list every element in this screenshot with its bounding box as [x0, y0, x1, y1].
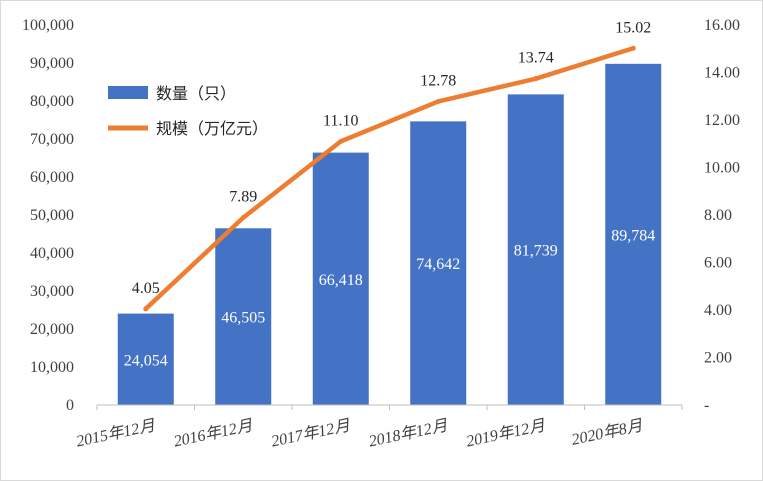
y-left-tick-label: 100,000: [22, 17, 74, 34]
y-left-tick-label: 30,000: [30, 283, 74, 300]
y-right-tick-label: -: [704, 397, 709, 414]
line-point: [435, 98, 441, 104]
bar: [312, 152, 369, 405]
bar: [507, 94, 564, 406]
line-point: [630, 45, 636, 51]
line-point: [143, 306, 149, 312]
line-point: [240, 215, 246, 221]
bar: [605, 63, 662, 405]
y-left-tick-label: 20,000: [30, 321, 74, 338]
line-value-label: 13.74: [518, 50, 554, 67]
bar-value-label: 24,054: [124, 352, 168, 369]
y-left-tick-label: 10,000: [30, 359, 74, 376]
line-value-label: 7.89: [229, 189, 257, 206]
y-right-tick-label: 8.00: [704, 207, 732, 224]
y-left-tick-label: 90,000: [30, 55, 74, 72]
legend-label-bar: 数量（只）: [156, 84, 236, 103]
legend: 数量（只） 规模（万亿元）: [108, 84, 268, 138]
y-right-ticks-layer: - 2.00 4.00 6.00 8.00 10.00 12.00 14.00 16.00: [704, 17, 740, 414]
line-series: [143, 46, 636, 312]
line-value-label: 4.05: [132, 280, 160, 297]
line-point: [338, 138, 344, 144]
bar-value-label: 89,784: [611, 227, 655, 244]
y-left-tick-label: 70,000: [30, 131, 74, 148]
line-value-label: 12.78: [420, 72, 456, 89]
bar: [215, 228, 272, 405]
legend-label-line: 规模（万亿元）: [156, 119, 268, 138]
y-right-tick-label: 10.00: [704, 160, 740, 177]
bar-value-label: 46,505: [221, 310, 265, 327]
bar: [410, 121, 467, 405]
y-right-tick-label: 2.00: [704, 350, 732, 367]
bar: [117, 313, 174, 405]
y-left-tick-label: 0: [66, 397, 74, 414]
y-left-tick-label: 60,000: [30, 169, 74, 186]
line-value-label: 15.02: [615, 19, 651, 36]
bars-layer: [117, 63, 662, 406]
bar-labels-layer: 24,054 46,505 66,418 74,642 81,739 89,784: [124, 227, 656, 369]
line-layer: [143, 45, 636, 312]
y-left-tick-label: 50,000: [30, 207, 74, 224]
bar-value-label: 74,642: [416, 256, 460, 273]
y-left-tick-label: 40,000: [30, 245, 74, 262]
y-left-tick-label: 80,000: [30, 93, 74, 110]
y-right-tick-label: 4.00: [704, 302, 732, 319]
line-point: [533, 76, 539, 82]
y-right-tick-label: 6.00: [704, 255, 732, 272]
line-value-label: 11.10: [323, 112, 358, 129]
y-right-tick-label: 16.00: [704, 17, 740, 34]
y-right-tick-label: 12.00: [704, 112, 740, 129]
bar-value-label: 66,418: [319, 272, 363, 289]
y-right-tick-label: 14.00: [704, 65, 740, 82]
bar-value-label: 81,739: [514, 243, 558, 260]
y-left-ticks-layer: 0 10,000 20,000 30,000 40,000 50,000 60,000 70,…: [22, 17, 74, 414]
legend-swatch-bar: [108, 86, 148, 99]
line-labels-layer: 4.05 7.89 11.10 12.78 13.74 15.02: [132, 19, 652, 297]
